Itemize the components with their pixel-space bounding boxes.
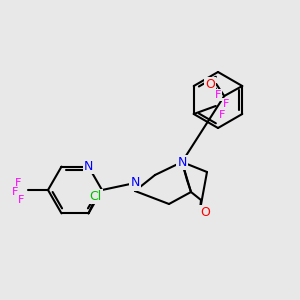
Text: F: F: [214, 90, 221, 100]
Text: F: F: [12, 187, 18, 197]
Text: O: O: [205, 77, 215, 91]
Text: N: N: [177, 155, 187, 169]
Text: N: N: [130, 176, 140, 190]
Text: Cl: Cl: [89, 190, 102, 203]
Text: O: O: [200, 206, 210, 218]
Text: F: F: [219, 110, 225, 120]
Text: F: F: [15, 178, 21, 188]
Text: F: F: [18, 195, 24, 205]
Text: N: N: [84, 160, 93, 173]
Text: F: F: [223, 99, 229, 109]
